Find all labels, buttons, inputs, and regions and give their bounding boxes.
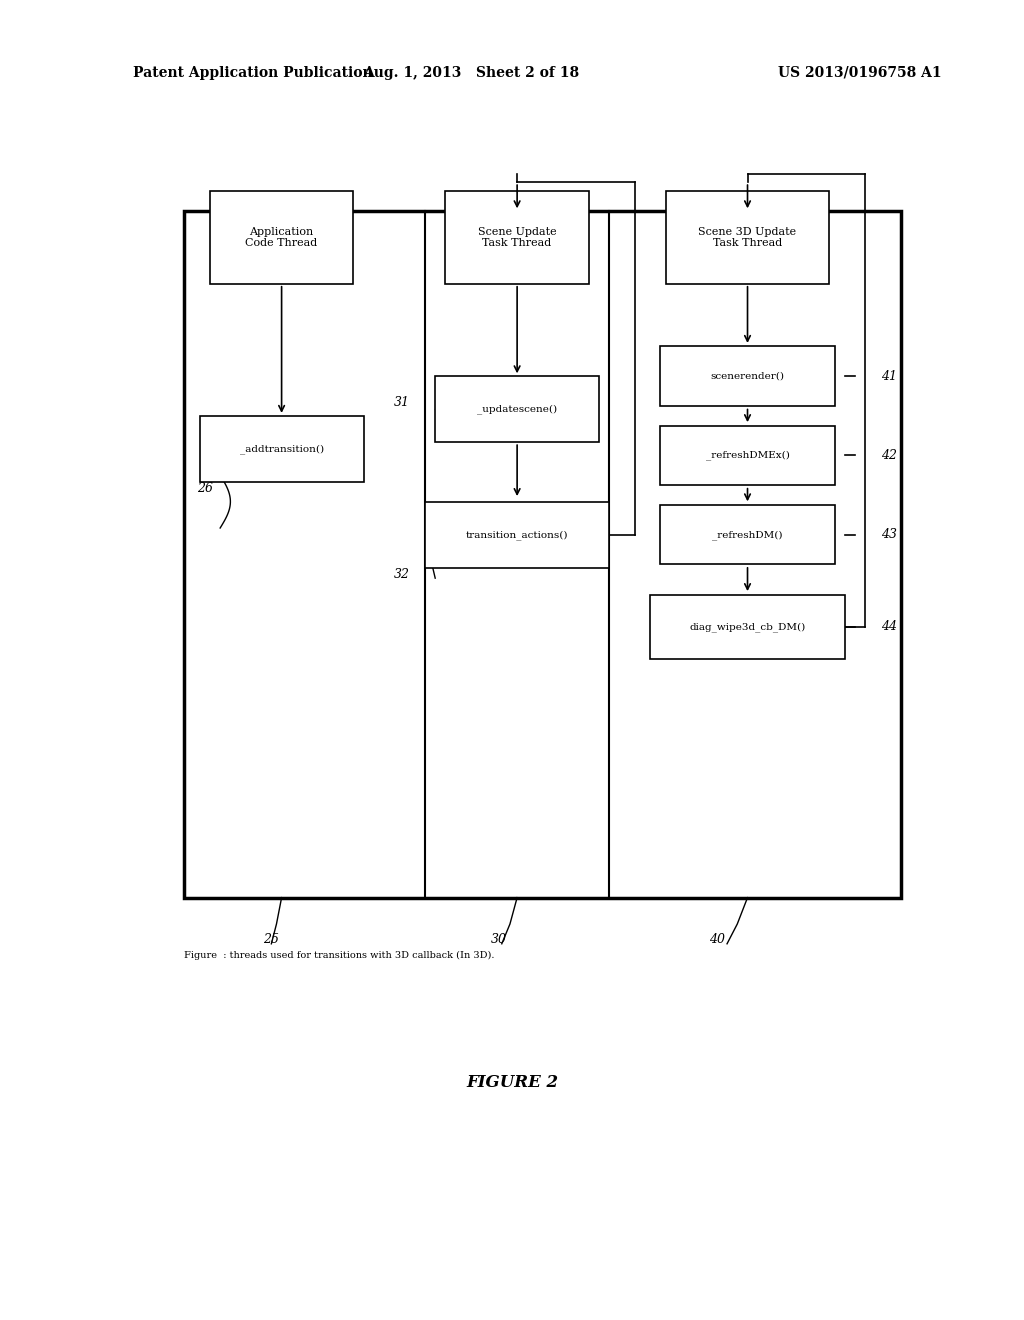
Text: transition_actions(): transition_actions() xyxy=(466,529,568,540)
Text: 30: 30 xyxy=(490,933,507,946)
Text: 40: 40 xyxy=(709,933,725,946)
Bar xyxy=(200,416,364,482)
Text: US 2013/0196758 A1: US 2013/0196758 A1 xyxy=(778,66,942,79)
Text: Scene 3D Update
Task Thread: Scene 3D Update Task Thread xyxy=(698,227,797,248)
Text: diag_wipe3d_cb_DM(): diag_wipe3d_cb_DM() xyxy=(689,622,806,632)
Text: _updatescene(): _updatescene() xyxy=(477,404,557,414)
Text: Aug. 1, 2013   Sheet 2 of 18: Aug. 1, 2013 Sheet 2 of 18 xyxy=(362,66,580,79)
Text: 41: 41 xyxy=(881,370,897,383)
Text: Figure  : threads used for transitions with 3D callback (In 3D).: Figure : threads used for transitions wi… xyxy=(184,950,495,960)
Bar xyxy=(666,191,829,284)
Text: Application
Code Thread: Application Code Thread xyxy=(246,227,317,248)
Text: _addtransition(): _addtransition() xyxy=(240,444,324,454)
Bar xyxy=(660,425,835,484)
Bar xyxy=(660,346,835,407)
Text: scenerender(): scenerender() xyxy=(711,372,784,380)
Text: FIGURE 2: FIGURE 2 xyxy=(466,1074,558,1090)
Bar xyxy=(435,376,599,442)
Bar xyxy=(650,595,845,659)
Text: 26: 26 xyxy=(197,482,213,495)
Text: 43: 43 xyxy=(881,528,897,541)
Bar xyxy=(660,504,835,565)
Bar xyxy=(425,502,609,568)
Text: 25: 25 xyxy=(263,933,280,946)
Text: _refreshDM(): _refreshDM() xyxy=(713,529,782,540)
Bar xyxy=(184,211,901,898)
Bar xyxy=(210,191,353,284)
Text: 44: 44 xyxy=(881,620,897,634)
Text: Patent Application Publication: Patent Application Publication xyxy=(133,66,373,79)
Text: _refreshDMEx(): _refreshDMEx() xyxy=(706,450,790,461)
Text: 31: 31 xyxy=(394,396,411,409)
Bar xyxy=(445,191,589,284)
Text: Scene Update
Task Thread: Scene Update Task Thread xyxy=(478,227,556,248)
Text: 42: 42 xyxy=(881,449,897,462)
Text: 32: 32 xyxy=(394,568,411,581)
